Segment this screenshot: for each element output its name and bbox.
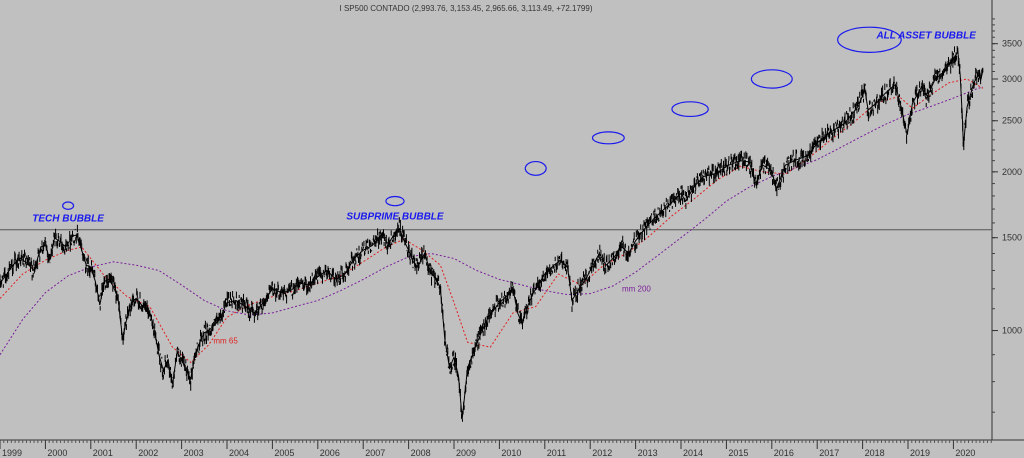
y-tick-label: 3500: [1002, 39, 1022, 49]
x-tick-label: 2011: [547, 448, 566, 458]
bubble-marker: [591, 131, 625, 145]
x-tick-label: 2013: [638, 448, 658, 458]
x-tick-label: 2019: [910, 448, 930, 458]
x-tick-label: 2020: [955, 448, 975, 458]
x-tick-label: 2001: [93, 448, 113, 458]
x-tick-label: 2009: [456, 448, 476, 458]
bubble-marker: [750, 69, 793, 89]
bubble-marker: [524, 160, 547, 176]
annotations: mm 65 mm 200 TECH BUBBLE SUBPRIME BUBBLE ALL…: [32, 26, 976, 345]
y-tick-label: 1000: [1002, 326, 1022, 336]
x-tick-label: 2012: [592, 448, 612, 458]
price-series: [0, 46, 984, 422]
chart-title: I SP500 CONTADO (2,993.76, 3,153.45, 2,9…: [340, 4, 593, 13]
x-tick-label: 2004: [229, 448, 249, 458]
x-tick-label: 2017: [819, 448, 839, 458]
y-tick-label: 2500: [1002, 116, 1022, 126]
x-tick-label: 2010: [501, 448, 521, 458]
price-line: [0, 50, 984, 419]
x-tick-label: 2018: [865, 448, 885, 458]
y-tick-label: 2000: [1002, 167, 1022, 177]
x-tick-label: 1999: [2, 448, 22, 458]
x-tick-label: 2005: [274, 448, 294, 458]
series-label-mm-65: mm 65: [213, 336, 238, 345]
bubble-marker: [62, 201, 75, 210]
bubble-marker: [671, 101, 709, 118]
series-line-mm-65: [0, 78, 984, 364]
y-tick-label: 1500: [1002, 233, 1022, 243]
x-tick-label: 2006: [320, 448, 340, 458]
x-tick-label: 2002: [138, 448, 158, 458]
annotation-subprime-bubble: SUBPRIME BUBBLE: [346, 211, 444, 222]
series-label-mm-200: mm 200: [622, 285, 651, 294]
series-line-mm-200: [0, 86, 984, 355]
x-tick-label: 2014: [683, 448, 703, 458]
x-tick-label: 2003: [184, 448, 204, 458]
x-tick-label: 2016: [774, 448, 794, 458]
moving-averages: [0, 78, 984, 364]
annotation-all-asset-bubble: ALL ASSET BUBBLE: [875, 31, 976, 42]
x-tick-label: 2000: [47, 448, 67, 458]
price-bars: [0, 46, 984, 422]
annotation-tech-bubble: TECH BUBBLE: [32, 213, 104, 224]
x-tick-label: 2015: [728, 448, 748, 458]
bubble-marker: [837, 26, 902, 53]
y-tick-label: 3000: [1002, 74, 1022, 84]
x-tick-label: 2007: [365, 448, 385, 458]
bubble-marker: [385, 195, 405, 207]
x-tick-label: 2008: [411, 448, 431, 458]
